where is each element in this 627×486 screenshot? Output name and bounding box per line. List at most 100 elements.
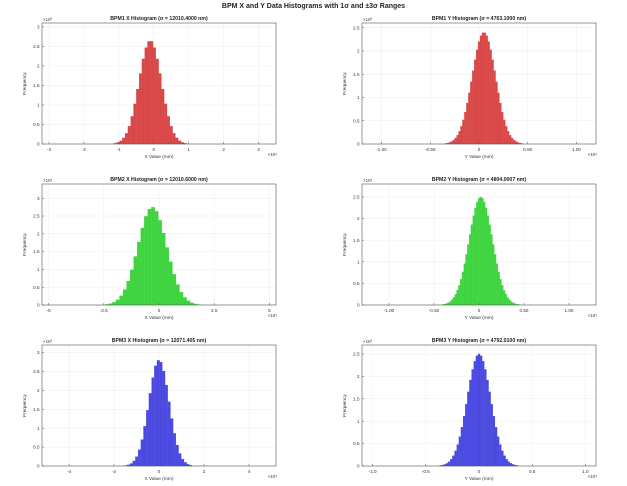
y-tick-label: 2.5	[353, 352, 360, 357]
histogram-panel-5: -4 -2 0 2 4 0 0.5 1 1.5 2 2.5 3 ×10³ ×10⁴ BPM3 X Histo…	[22, 338, 277, 482]
x-exponent-label: ×10⁴	[588, 313, 597, 318]
y-tick-label: 2	[37, 64, 40, 69]
histogram-bar	[503, 290, 506, 306]
x-tick-label: 2	[222, 147, 225, 152]
histogram-bar	[508, 299, 511, 306]
y-tick-label: 1.5	[353, 396, 360, 401]
panel-title: BPM1 X Histogram (σ = 12010.4000 nm)	[110, 16, 208, 22]
histogram-bar	[152, 47, 156, 145]
histogram-bar	[509, 463, 513, 467]
y-exponent-label: ×10³	[43, 17, 52, 22]
x-tick-label: -0.50	[425, 147, 436, 152]
histogram-bar	[467, 391, 470, 467]
histogram-bar	[469, 234, 472, 306]
histogram-bar	[512, 302, 515, 306]
x-tick-label: 1.00	[572, 147, 581, 152]
y-tick-label: 0	[357, 464, 360, 469]
y-tick-label: 0	[37, 303, 40, 308]
histogram-bar	[452, 297, 455, 306]
panel-title: BPM2 Y Histogram (σ = 4804.0007 nm)	[432, 177, 527, 183]
histogram-bar	[470, 224, 473, 306]
histogram-bar	[158, 220, 162, 306]
x-exponent-label: ×10⁴	[588, 474, 597, 479]
y-exponent-label: ×10³	[43, 178, 52, 183]
y-axis-label: Frequency	[342, 72, 348, 95]
histogram-bar	[158, 73, 162, 145]
histogram-bar	[479, 355, 483, 467]
histogram-bar	[499, 102, 502, 145]
histogram-bar	[494, 427, 498, 467]
histogram-bar	[514, 141, 518, 145]
histogram-bar	[170, 418, 174, 467]
histogram-bar	[509, 135, 512, 145]
histogram-panel-4: -1.00 -0.50 0 0.50 1.00 0 0.5 1 1.5 2 2.5 ×10³ ×10⁴ B…	[342, 177, 597, 321]
histogram-bar	[510, 301, 513, 306]
panel-title: BPM1 Y Histogram (σ = 4763.1000 nm)	[432, 16, 527, 22]
histogram-bar	[503, 119, 506, 145]
histogram-bar	[146, 410, 149, 467]
histogram-bar	[181, 458, 185, 467]
histogram-bar	[126, 280, 131, 306]
histogram-bar	[155, 58, 159, 145]
x-axis-label: X Value (mm)	[145, 315, 174, 321]
x-tick-label: 1.0	[582, 469, 589, 474]
histogram-bar	[147, 41, 151, 145]
histogram-bar	[167, 401, 171, 467]
histogram-bar	[496, 263, 499, 306]
x-axis-label: X Value (mm)	[145, 476, 174, 482]
histogram-bar	[161, 232, 166, 306]
y-tick-label: 0.5	[353, 281, 360, 286]
histogram-bar	[487, 41, 490, 145]
histogram-bar	[125, 133, 129, 145]
histogram-bar	[493, 70, 496, 145]
x-tick-label: -1.0	[369, 469, 377, 474]
y-tick-label: 1	[357, 259, 360, 264]
x-tick-label: 0	[478, 147, 481, 152]
histogram-bar	[501, 450, 504, 467]
y-tick-label: 0.5	[33, 122, 40, 127]
histogram-bar	[501, 112, 504, 145]
histogram-bar	[112, 302, 117, 306]
histogram-bar	[497, 92, 500, 145]
y-tick-label: 0	[37, 142, 40, 147]
x-axis-label: X Value (mm)	[145, 154, 174, 160]
histogram-bar	[461, 271, 464, 306]
x-tick-label: -4	[67, 469, 72, 474]
histogram-bar	[495, 81, 498, 145]
x-tick-label: 0	[158, 469, 161, 474]
y-tick-label: 1.5	[33, 249, 40, 254]
histogram-bar	[492, 244, 495, 306]
y-tick-label: 2.5	[33, 214, 40, 219]
histogram-bar	[454, 294, 457, 306]
x-tick-label: 3	[257, 147, 260, 152]
y-tick-label: 3	[37, 196, 40, 201]
histogram-bar	[476, 201, 479, 306]
histogram-bar	[448, 461, 451, 467]
histogram-bar	[465, 404, 468, 467]
histogram-bar	[133, 256, 138, 306]
histogram-bar	[472, 215, 475, 306]
panel-title: BPM2 X Histogram (σ = 12010.6000 nm)	[110, 177, 208, 183]
histogram-bar	[483, 201, 486, 306]
y-tick-label: 1	[37, 103, 40, 108]
histogram-bar	[472, 70, 475, 145]
y-axis-label: Frequency	[22, 72, 28, 95]
y-tick-label: 1.5	[353, 238, 360, 243]
histogram-bar	[490, 234, 493, 306]
histogram-bar	[499, 444, 502, 467]
histogram-bar	[470, 81, 473, 145]
y-tick-label: 0	[37, 464, 40, 469]
y-tick-label: 1.5	[353, 72, 360, 77]
x-tick-label: -2	[112, 469, 117, 474]
histogram-bar	[494, 254, 497, 306]
y-axis-label: Frequency	[22, 394, 28, 417]
histogram-bar	[460, 427, 464, 467]
histogram-bar	[506, 297, 509, 306]
histogram-bar	[175, 444, 179, 467]
y-exponent-label: ×10³	[363, 17, 372, 22]
histogram-bar	[505, 126, 508, 145]
x-axis-label: Y Value (mm)	[465, 476, 494, 482]
x-tick-label: 0	[478, 469, 481, 474]
histogram-bar	[458, 131, 461, 145]
